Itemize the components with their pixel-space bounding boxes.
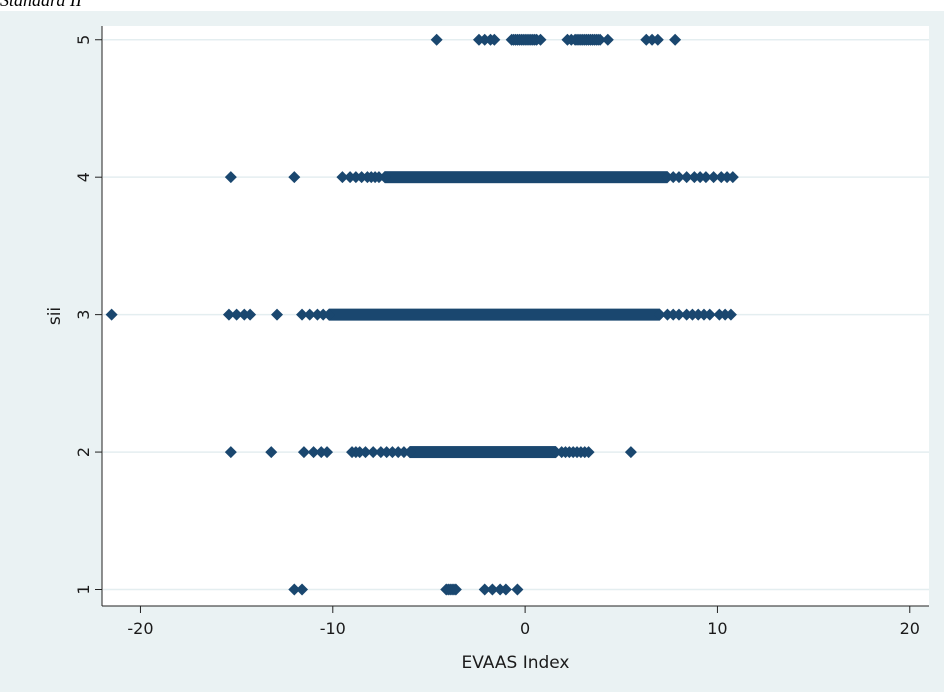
dense-point-cluster [409, 446, 556, 459]
data-point [478, 583, 491, 596]
data-point [486, 583, 499, 596]
data-points [105, 33, 739, 596]
axes [95, 26, 929, 613]
data-point [317, 308, 330, 321]
data-point [359, 446, 372, 459]
data-point [397, 446, 410, 459]
data-point [265, 446, 278, 459]
data-point [230, 308, 243, 321]
data-point [672, 308, 685, 321]
data-point [594, 33, 607, 46]
dense-point-cluster [328, 308, 660, 321]
tick-labels: -20 -10 0 10 20 1 2 3 4 5 [74, 35, 920, 638]
data-point [488, 33, 501, 46]
data-point [307, 446, 320, 459]
x-tick-label: 10 [707, 619, 727, 638]
data-point [288, 171, 301, 184]
data-point [271, 308, 284, 321]
x-tick-label: 20 [900, 619, 920, 638]
data-point [699, 171, 712, 184]
data-point [724, 308, 737, 321]
data-point [321, 446, 334, 459]
data-point [499, 583, 512, 596]
data-point [582, 446, 595, 459]
y-tick-label: 2 [74, 447, 93, 457]
data-point [601, 33, 614, 46]
data-point [303, 308, 316, 321]
x-axis-title: EVAAS Index [461, 653, 569, 673]
data-point [653, 308, 666, 321]
data-point [726, 171, 739, 184]
data-point [534, 33, 547, 46]
data-point [707, 171, 720, 184]
data-point [511, 583, 524, 596]
data-point [224, 446, 237, 459]
data-point [367, 446, 380, 459]
x-tick-label: 0 [520, 619, 530, 638]
data-point [703, 308, 716, 321]
x-tick-label: -10 [320, 619, 346, 638]
data-point [244, 308, 257, 321]
y-axis-title: sii [45, 307, 65, 325]
y-tick-label: 1 [74, 584, 93, 594]
figure-caption: Standard II [0, 0, 82, 10]
data-point [297, 446, 310, 459]
data-point [288, 583, 301, 596]
data-point [672, 171, 685, 184]
data-point [669, 33, 682, 46]
data-point [430, 33, 443, 46]
data-point [296, 308, 309, 321]
data-point [222, 308, 235, 321]
data-point [336, 171, 349, 184]
dense-point-cluster [384, 171, 668, 184]
data-point [624, 446, 637, 459]
x-tick-label: -20 [127, 619, 153, 638]
data-point [449, 583, 462, 596]
y-tick-label: 3 [74, 310, 93, 320]
y-tick-label: 5 [74, 35, 93, 45]
data-point [105, 308, 118, 321]
data-point [296, 583, 309, 596]
data-point [224, 171, 237, 184]
y-tick-label: 4 [74, 172, 93, 182]
data-point [651, 33, 664, 46]
data-point [372, 171, 385, 184]
data-point [680, 171, 693, 184]
